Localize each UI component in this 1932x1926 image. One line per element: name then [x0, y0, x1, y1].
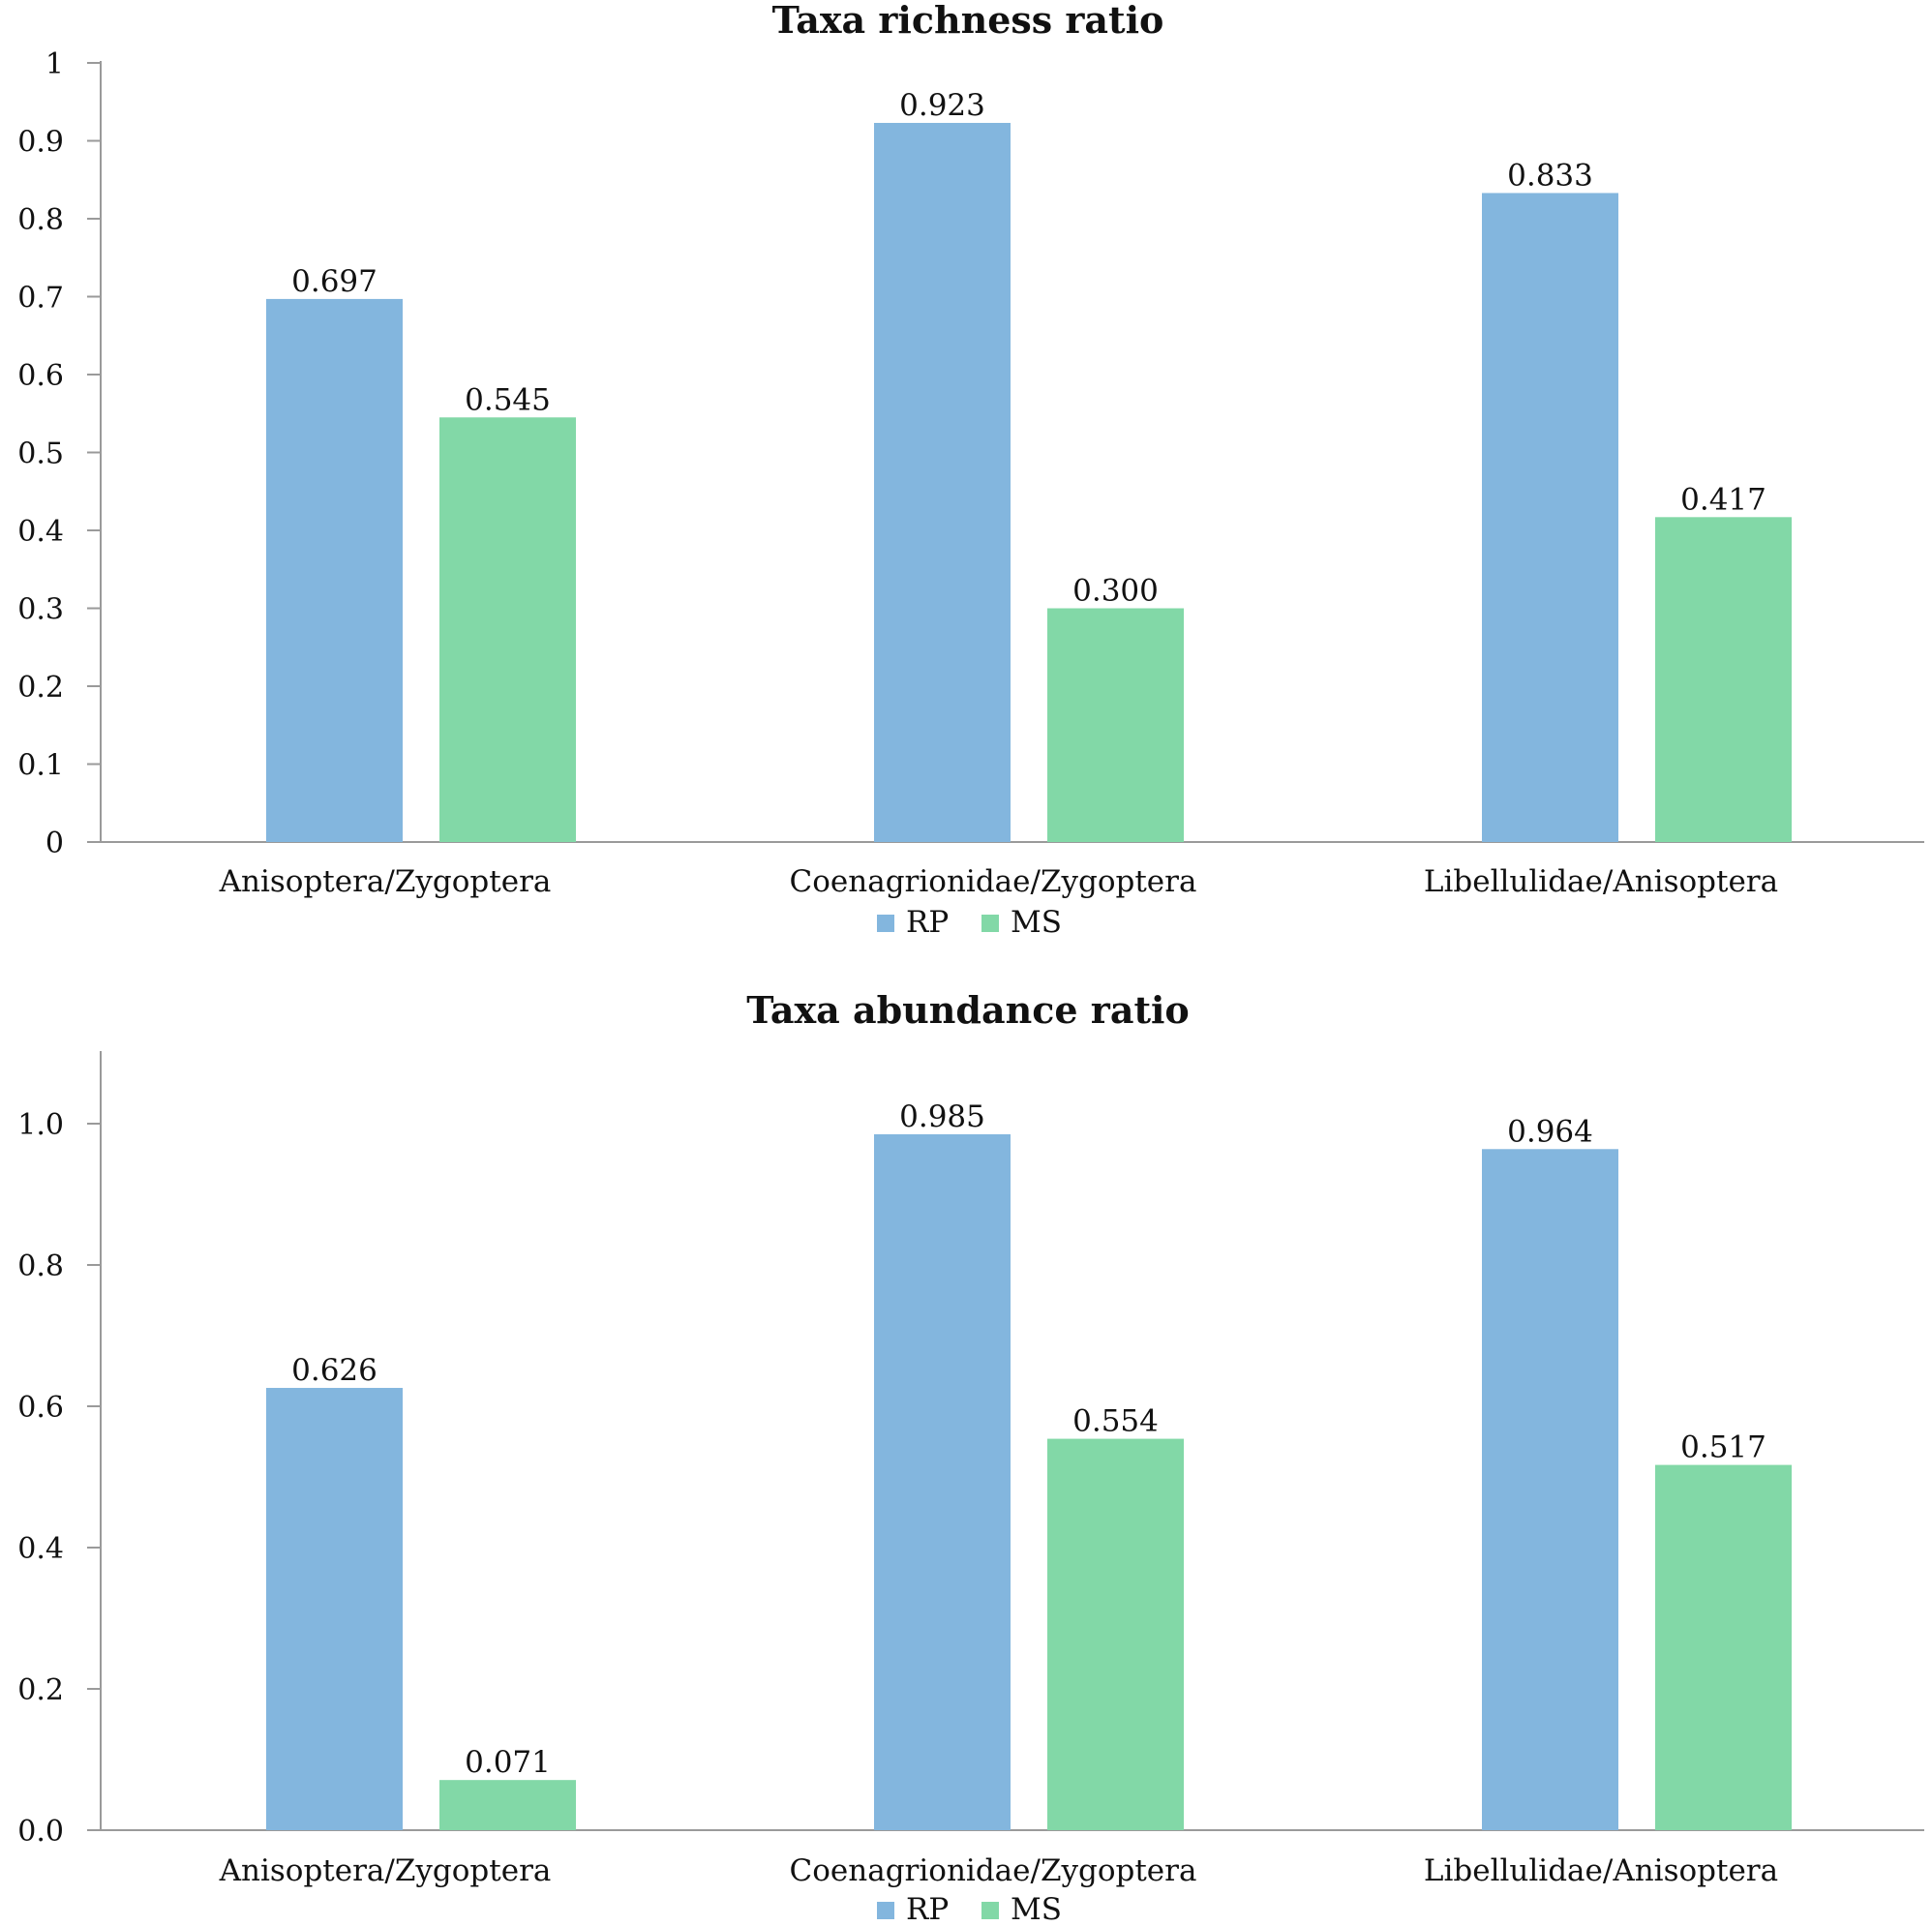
bar-rp: [874, 122, 1011, 843]
x-tick-label: Coenagrionidae/Zygoptera: [790, 864, 1197, 899]
legend-swatch-ms: [981, 915, 999, 932]
data-label: 0.545: [465, 382, 551, 417]
x-tick-label: Libellulidae/Anisoptera: [1424, 1853, 1778, 1888]
y-tick-label: 0.4: [17, 515, 64, 549]
y-tick-label: 1.0: [17, 1108, 64, 1142]
legend-swatch-rp: [877, 915, 894, 932]
y-tick-label: 0.0: [17, 1815, 64, 1849]
x-tick-label: Coenagrionidae/Zygoptera: [790, 1853, 1197, 1888]
legend-label-ms: MS: [1011, 905, 1062, 940]
data-label: 0.300: [1072, 574, 1159, 609]
y-tick-label: 0.7: [17, 282, 64, 316]
x-tick-label: Anisoptera/Zygoptera: [219, 864, 552, 899]
y-tick-label: 0.3: [17, 593, 64, 627]
bar-rp: [1482, 1149, 1618, 1830]
chart-title: Taxa richness ratio: [772, 0, 1164, 42]
bar-ms: [1047, 1438, 1184, 1830]
data-label: 0.697: [291, 264, 377, 299]
legend-label-ms: MS: [1011, 1892, 1062, 1926]
data-label: 0.833: [1507, 158, 1593, 193]
x-tick-label: Anisoptera/Zygoptera: [219, 1853, 552, 1888]
y-tick-label: 0.6: [17, 1391, 64, 1425]
bar-ms: [439, 1780, 576, 1830]
y-tick-label: 0.2: [17, 1673, 64, 1707]
bar-rp: [1482, 193, 1618, 842]
bar-ms: [1047, 608, 1184, 842]
chart-title: Taxa abundance ratio: [746, 988, 1190, 1032]
y-tick-label: 1: [45, 47, 64, 81]
legend-swatch-ms: [981, 1902, 999, 1919]
data-label: 0.626: [291, 1353, 377, 1388]
y-tick-label: 0.5: [17, 437, 64, 471]
y-tick-label: 0.6: [17, 359, 64, 393]
y-tick-label: 0: [45, 827, 64, 860]
bar-rp: [266, 298, 403, 842]
chart-1: Taxa richness ratio 0 0.1 0.2 0.3 0.4 0.5 0.6 0.…: [17, 0, 1924, 940]
y-tick-label: 0.2: [17, 671, 64, 705]
bar-rp: [874, 1133, 1011, 1830]
x-tick-label: Libellulidae/Anisoptera: [1424, 864, 1778, 899]
legend-swatch-rp: [877, 1902, 894, 1919]
bar-ms: [1655, 1464, 1792, 1830]
data-label: 0.985: [899, 1099, 985, 1134]
y-tick-label: 0.9: [17, 126, 64, 160]
chart-2: Taxa abundance ratio 0.0 0.2 0.4 0.6 0.8 1.0 0.…: [17, 988, 1924, 1926]
data-label: 0.517: [1680, 1430, 1766, 1465]
data-label: 0.923: [899, 88, 985, 123]
data-label: 0.417: [1680, 482, 1766, 517]
bar-rp: [266, 1388, 403, 1830]
data-label: 0.554: [1072, 1404, 1159, 1439]
y-tick-label: 0.4: [17, 1532, 64, 1566]
bar-ms: [439, 417, 576, 842]
legend-label-rp: RP: [906, 1892, 949, 1926]
y-tick-label: 0.8: [17, 203, 64, 237]
data-label: 0.071: [465, 1745, 551, 1780]
data-label: 0.964: [1507, 1114, 1593, 1149]
bar-ms: [1655, 517, 1792, 842]
legend-label-rp: RP: [906, 905, 949, 940]
y-tick-label: 0.1: [17, 749, 64, 783]
y-tick-label: 0.8: [17, 1249, 64, 1283]
